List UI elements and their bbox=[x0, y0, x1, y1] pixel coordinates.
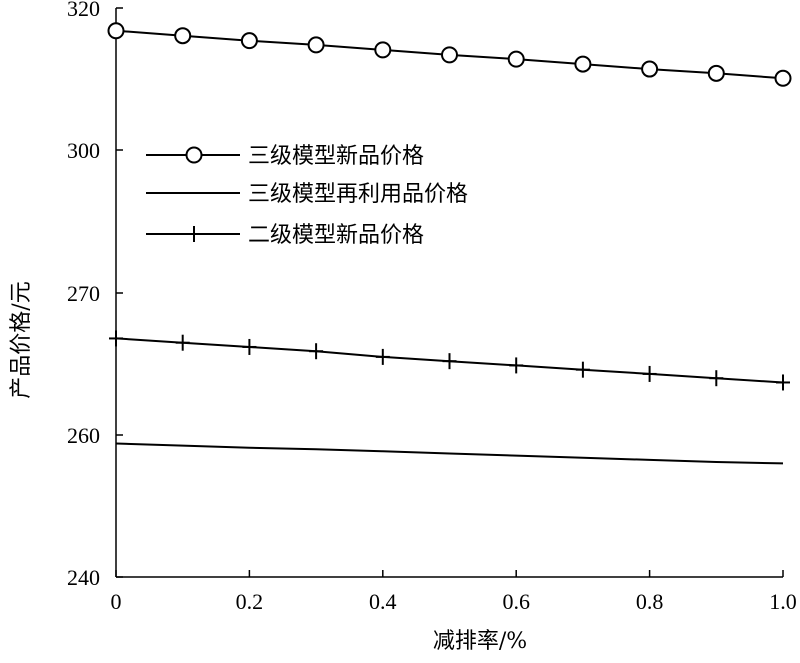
data-point bbox=[375, 348, 390, 365]
data-point bbox=[509, 357, 524, 374]
legend-label: 二级模型新品价格 bbox=[248, 223, 424, 248]
y-tick-label: 240 bbox=[67, 565, 100, 590]
legend-marker bbox=[185, 146, 203, 164]
series-line bbox=[115, 442, 784, 465]
data-point bbox=[507, 50, 525, 68]
series-1 bbox=[107, 22, 792, 87]
legend-entry: 二级模型新品价格 bbox=[146, 223, 424, 248]
legend-label: 三级模型新品价格 bbox=[248, 144, 424, 169]
data-point bbox=[442, 353, 457, 370]
y-tick-label: 260 bbox=[67, 423, 100, 448]
series-layer bbox=[107, 22, 792, 465]
data-point bbox=[641, 60, 659, 78]
data-point bbox=[107, 22, 125, 40]
y-tick-label: 300 bbox=[67, 138, 100, 163]
data-point bbox=[575, 361, 590, 378]
y-tick-label: 320 bbox=[67, 0, 100, 21]
data-point bbox=[309, 343, 324, 360]
data-point bbox=[175, 334, 190, 351]
x-tick-label: 0 bbox=[111, 589, 122, 614]
data-point bbox=[174, 27, 192, 45]
x-tick-label: 0.6 bbox=[502, 589, 530, 614]
y-tick-label: 270 bbox=[67, 281, 100, 306]
data-point bbox=[574, 55, 592, 73]
x-axis-title: 减排率/% bbox=[433, 629, 527, 654]
data-point bbox=[307, 36, 325, 54]
data-point bbox=[707, 64, 725, 82]
data-point bbox=[240, 32, 258, 50]
x-tick-label: 0.8 bbox=[636, 589, 664, 614]
data-point bbox=[776, 374, 790, 391]
legend-entry: 三级模型再利用品价格 bbox=[146, 182, 468, 207]
y-ticks: 240 260 270 300 320 bbox=[67, 0, 123, 590]
data-point bbox=[441, 46, 458, 64]
axes bbox=[115, 8, 783, 578]
data-point bbox=[709, 370, 724, 387]
x-tick-label: 0.2 bbox=[236, 589, 264, 614]
y-axis-title: 产品价格/元 bbox=[9, 281, 34, 398]
x-tick-label: 1.0 bbox=[769, 589, 797, 614]
data-point bbox=[109, 330, 123, 347]
legend-label: 三级模型再利用品价格 bbox=[248, 182, 468, 207]
data-point bbox=[642, 365, 657, 382]
legend-marker bbox=[187, 226, 201, 242]
data-point bbox=[242, 338, 257, 355]
data-point bbox=[774, 69, 792, 87]
series-3 bbox=[109, 330, 790, 391]
series-2 bbox=[115, 442, 784, 465]
data-point bbox=[374, 41, 392, 59]
x-tick-label: 0.4 bbox=[369, 589, 397, 614]
legend-entry: 三级模型新品价格 bbox=[146, 144, 424, 169]
x-ticks: 0 0.2 0.4 0.6 0.8 1.0 bbox=[111, 570, 797, 614]
